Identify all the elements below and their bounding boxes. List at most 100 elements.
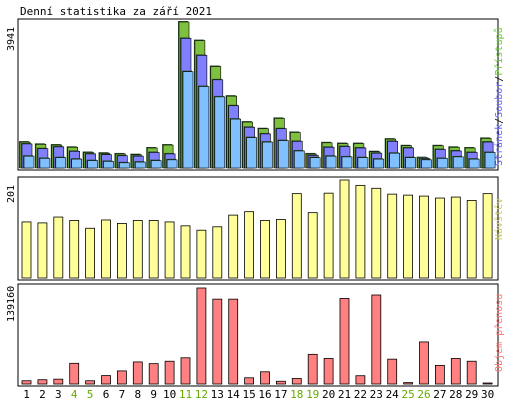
bar-visits bbox=[450, 196, 461, 279]
bar-traffic bbox=[323, 358, 334, 385]
bar-traffic bbox=[450, 358, 461, 385]
bar-visits bbox=[53, 216, 64, 279]
panel-traffic-frame bbox=[17, 283, 499, 387]
bar-traffic bbox=[355, 375, 366, 385]
bar-traffic bbox=[148, 363, 159, 385]
day-label: 6 bbox=[103, 388, 110, 401]
bar-visits bbox=[132, 220, 143, 279]
bar-visits bbox=[387, 193, 398, 279]
day-label: 26 bbox=[417, 388, 430, 401]
bar-traffic bbox=[37, 379, 48, 385]
legend-entry: Soubor bbox=[494, 82, 505, 118]
day-label: 8 bbox=[134, 388, 141, 401]
bar-visits bbox=[419, 195, 429, 279]
bar-traffic bbox=[339, 298, 350, 385]
bar-traffic bbox=[196, 287, 207, 385]
bar-visits bbox=[244, 211, 255, 279]
day-label: 16 bbox=[258, 388, 271, 401]
bar-visits bbox=[466, 200, 477, 279]
day-label: 27 bbox=[433, 388, 446, 401]
panel-traffic: 139160 Objem přenosu bbox=[6, 283, 505, 387]
bar-stránek bbox=[166, 159, 178, 169]
bar-visits bbox=[260, 220, 270, 279]
bar-visits bbox=[275, 219, 286, 279]
bar-visits bbox=[323, 192, 334, 279]
day-label: 12 bbox=[195, 388, 208, 401]
panel-visits-legend: Návštěv bbox=[493, 198, 505, 240]
bar-visits bbox=[164, 221, 175, 279]
bar-stránek bbox=[150, 160, 162, 169]
bar-stránek bbox=[119, 162, 130, 169]
bar-visits bbox=[117, 222, 127, 279]
bar-visits bbox=[196, 229, 207, 279]
bar-stránek bbox=[421, 159, 432, 169]
day-label: 9 bbox=[150, 388, 157, 401]
day-label: 25 bbox=[401, 388, 414, 401]
panel-visits-frame bbox=[17, 176, 499, 281]
bar-visits bbox=[37, 222, 48, 279]
bar-visits bbox=[403, 194, 414, 279]
bar-stránek bbox=[484, 152, 496, 169]
bar-stránek bbox=[182, 71, 194, 169]
bar-traffic bbox=[291, 378, 302, 385]
day-label: 28 bbox=[449, 388, 462, 401]
bar-traffic bbox=[212, 298, 223, 385]
bar-traffic bbox=[228, 298, 239, 385]
legend-entry: Přístupů bbox=[493, 27, 505, 75]
legend-separator: / bbox=[494, 76, 505, 82]
day-label: 7 bbox=[119, 388, 126, 401]
bar-traffic bbox=[21, 380, 32, 385]
day-label: 18 bbox=[290, 388, 303, 401]
bar-traffic bbox=[117, 370, 127, 385]
bar-traffic bbox=[275, 380, 286, 385]
bar-traffic bbox=[164, 360, 175, 385]
day-label: 1 bbox=[23, 388, 30, 401]
legend-entry: Objem přenosu bbox=[493, 294, 505, 372]
day-label: 5 bbox=[87, 388, 94, 401]
day-label: 22 bbox=[354, 388, 367, 401]
bar-traffic bbox=[132, 361, 143, 385]
bar-visits bbox=[101, 219, 111, 279]
bar-stránek bbox=[135, 161, 146, 169]
day-label: 30 bbox=[481, 388, 494, 401]
legend-separator: / bbox=[494, 118, 505, 124]
panel-hits: 3941 Stránek/Soubor/Přístupů bbox=[6, 18, 505, 171]
bar-traffic bbox=[244, 377, 255, 385]
day-label: 19 bbox=[306, 388, 319, 401]
bar-traffic bbox=[466, 360, 477, 385]
day-label: 29 bbox=[465, 388, 478, 401]
bar-traffic bbox=[419, 341, 429, 385]
bar-visits bbox=[148, 220, 159, 279]
day-label: 4 bbox=[71, 388, 78, 401]
bar-stránek bbox=[405, 157, 416, 169]
bar-stránek bbox=[437, 158, 448, 169]
bar-traffic bbox=[307, 353, 318, 385]
day-label: 3 bbox=[55, 388, 62, 401]
bar-visits bbox=[228, 214, 239, 279]
bar-stránek bbox=[103, 161, 114, 169]
bar-traffic bbox=[180, 357, 191, 385]
bar-stránek bbox=[23, 155, 35, 169]
bar-visits bbox=[307, 212, 318, 279]
panel-visits: 201 Návštěv bbox=[6, 176, 505, 281]
day-label: 24 bbox=[386, 388, 400, 401]
bar-stránek bbox=[71, 158, 82, 169]
day-label: 11 bbox=[179, 388, 192, 401]
bar-stránek bbox=[278, 140, 289, 169]
bar-visits bbox=[180, 225, 191, 279]
bar-traffic bbox=[101, 375, 111, 385]
bar-visits bbox=[339, 179, 350, 279]
legend-entry: Návštěv bbox=[493, 198, 505, 240]
bar-visits bbox=[355, 184, 366, 279]
day-label: 17 bbox=[274, 388, 287, 401]
day-label: 14 bbox=[227, 388, 241, 401]
x-axis-day-labels: 1 2 3 4 5 6 7 8 9 10 11 12 13 14 15 16 17 18 19 20 21 22 23 24 2… bbox=[23, 388, 494, 401]
bar-stránek bbox=[309, 157, 321, 169]
bar-stránek bbox=[341, 156, 353, 169]
day-label: 10 bbox=[163, 388, 176, 401]
bar-stránek bbox=[55, 157, 67, 169]
bar-visits bbox=[69, 220, 80, 279]
bar-stránek bbox=[246, 137, 257, 169]
